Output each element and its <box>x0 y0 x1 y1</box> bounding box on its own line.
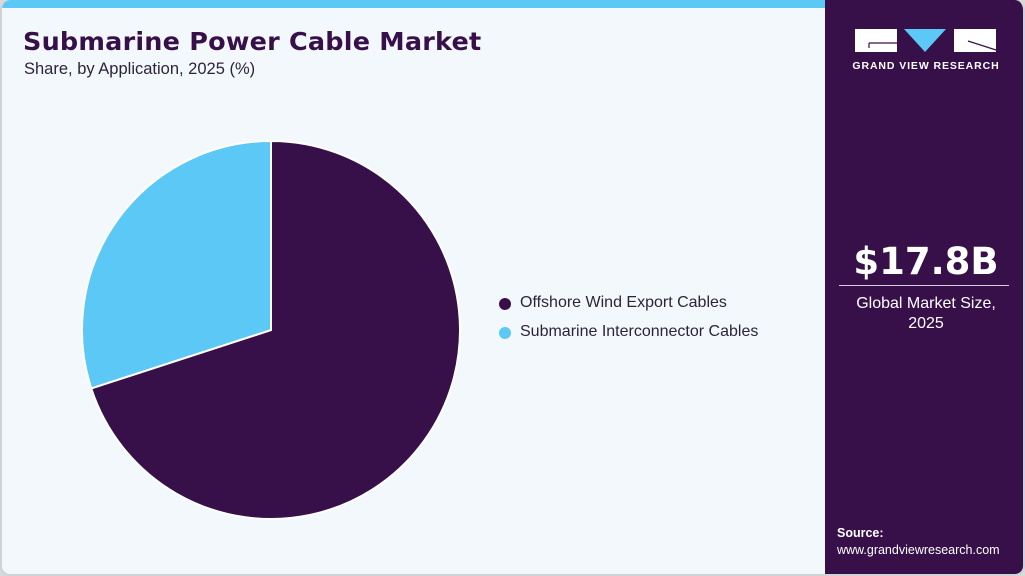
legend-dot-icon <box>499 327 511 339</box>
legend-label: Offshore Wind Export Cables <box>520 294 727 311</box>
divider <box>839 285 1009 286</box>
source-link[interactable]: www.grandviewresearch.com <box>837 543 1000 557</box>
legend-dot-icon <box>499 298 511 310</box>
summary-sidebar: GRAND VIEW RESEARCH $17.8B Global Market… <box>825 0 1023 574</box>
chart-subtitle: Share, by Application, 2025 (%) <box>24 60 256 78</box>
market-size-caption: Global Market Size, 2025 <box>825 294 1023 334</box>
source-label: Source: <box>837 526 884 540</box>
chart-legend: Offshore Wind Export Cables Submarine In… <box>499 293 760 351</box>
logo-text: GRAND VIEW RESEARCH <box>852 60 1000 72</box>
pie-slice-0 <box>89 140 461 520</box>
legend-item-interconnector: Submarine Interconnector Cables <box>499 322 760 342</box>
legend-label: Submarine Interconnector Cables <box>520 323 759 340</box>
chart-panel: Submarine Power Cable Market Share, by A… <box>2 0 825 574</box>
pie-chart <box>81 140 461 520</box>
pie-slice-1 <box>81 140 272 390</box>
grand-view-research-logo-icon <box>855 29 997 52</box>
chart-title: Submarine Power Cable Market <box>23 27 482 56</box>
market-size-value: $17.8B <box>853 240 999 283</box>
legend-item-offshore-wind: Offshore Wind Export Cables <box>499 293 760 313</box>
accent-top-bar <box>2 0 825 8</box>
market-size-caption-text: Global Market Size, 2025 <box>856 295 996 332</box>
